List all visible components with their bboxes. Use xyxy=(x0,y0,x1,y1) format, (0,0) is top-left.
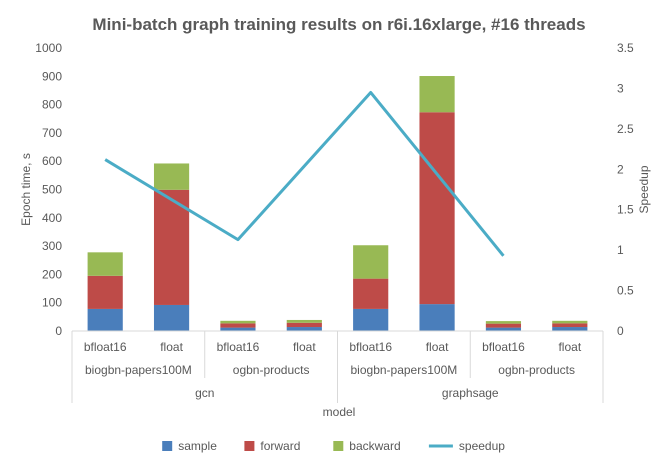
x-tick-label: float xyxy=(558,340,581,354)
left-axis-tick-label: 0 xyxy=(55,324,62,338)
bar-forward xyxy=(87,275,123,309)
legend-label: sample xyxy=(178,439,217,453)
bar-forward xyxy=(419,112,455,305)
left-axis-tick-label: 1000 xyxy=(35,41,62,55)
bar-backward xyxy=(220,320,256,324)
chart-title: Mini-batch graph training results on r6i… xyxy=(92,15,585,34)
legend-swatch-forward xyxy=(244,441,255,451)
x-tick-label: bfloat16 xyxy=(482,340,525,354)
bar-sample xyxy=(552,327,588,331)
right-axis-tick-label: 2.5 xyxy=(617,122,634,136)
legend-swatch-sample xyxy=(162,441,173,451)
model-label: graphsage xyxy=(442,386,499,400)
bar-forward xyxy=(552,323,588,328)
bar-backward xyxy=(485,321,522,324)
left-axis-tick-label: 200 xyxy=(42,267,62,281)
legend-swatch-backward xyxy=(333,441,344,451)
left-axis-tick-label: 600 xyxy=(42,154,62,168)
left-axis-tick-label: 900 xyxy=(42,69,62,83)
bar-backward xyxy=(87,252,123,276)
bar-backward xyxy=(419,76,455,113)
x-tick-label: float xyxy=(293,340,316,354)
bar-sample xyxy=(485,327,522,331)
x-axis-title: model xyxy=(323,405,356,419)
bar-sample xyxy=(87,308,123,331)
bar-sample xyxy=(419,304,455,331)
bar-sample xyxy=(220,327,256,331)
x-axis: bfloat16 float bfloat16 float bfloat16 float b… xyxy=(71,330,604,403)
right-axis-tick-label: 1.5 xyxy=(617,203,634,217)
right-axis-tick-label: 0.5 xyxy=(617,284,634,298)
speedup-line xyxy=(104,90,505,257)
right-axis-tick-label: 2 xyxy=(617,162,624,176)
x-tick-label: float xyxy=(426,340,449,354)
bar-backward xyxy=(286,319,322,323)
bar-forward xyxy=(153,189,190,305)
legend-label: forward xyxy=(260,439,300,453)
bar-forward xyxy=(220,323,256,328)
left-axis-tick-label: 100 xyxy=(42,296,62,310)
legend: sample forward backward speedup xyxy=(162,439,505,453)
bar-series xyxy=(87,76,588,331)
dataset-label: biogbn-papers100M xyxy=(351,363,458,377)
left-axis-tick-label: 500 xyxy=(42,183,62,197)
y-axis-title: Epoch time, s xyxy=(19,153,33,226)
left-axis-tick-label: 400 xyxy=(42,211,62,225)
legend-label: speedup xyxy=(459,439,505,453)
bar-backward xyxy=(552,320,588,324)
right-axis-tick-label: 1 xyxy=(617,243,624,257)
left-axis-tick-label: 800 xyxy=(42,98,62,112)
bar-forward xyxy=(353,278,389,309)
left-axis-tick-label: 700 xyxy=(42,126,62,140)
y2-axis-title: Speedup xyxy=(637,165,651,213)
bar-sample xyxy=(353,308,389,331)
x-tick-label: float xyxy=(160,340,183,354)
bar-forward xyxy=(286,322,322,328)
bar-sample xyxy=(286,327,322,331)
bar-backward xyxy=(153,163,190,190)
dataset-label: ogbn-products xyxy=(498,363,575,377)
right-axis-tick-label: 0 xyxy=(617,324,624,338)
right-axis-tick-label: 3 xyxy=(617,81,624,95)
x-tick-label: bfloat16 xyxy=(349,340,392,354)
right-axis-tick-label: 3.5 xyxy=(617,41,634,55)
x-tick-label: bfloat16 xyxy=(84,340,127,354)
right-axis: 0 0.5 1 1.5 2 2.5 3 3.5 xyxy=(617,41,634,338)
left-axis: 0 100 200 300 400 500 600 700 800 900 1000 xyxy=(35,41,62,338)
x-tick-label: bfloat16 xyxy=(217,340,260,354)
bar-sample xyxy=(153,304,190,331)
bar-forward xyxy=(485,323,522,328)
model-label: gcn xyxy=(195,386,214,400)
legend-label: backward xyxy=(349,439,400,453)
dataset-label: biogbn-papers100M xyxy=(85,363,192,377)
bar-backward xyxy=(353,245,389,279)
line-speedup xyxy=(104,90,505,257)
dataset-label: ogbn-products xyxy=(233,363,310,377)
left-axis-tick-label: 300 xyxy=(42,239,62,253)
